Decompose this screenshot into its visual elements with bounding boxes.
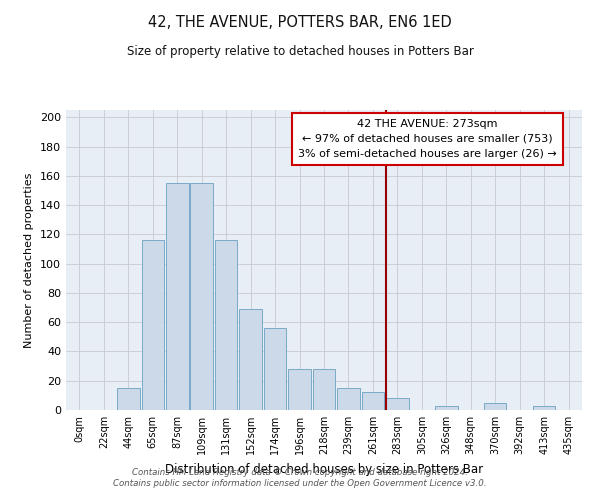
- Text: Contains HM Land Registry data © Crown copyright and database right 2024.
Contai: Contains HM Land Registry data © Crown c…: [113, 468, 487, 487]
- Text: 42, THE AVENUE, POTTERS BAR, EN6 1ED: 42, THE AVENUE, POTTERS BAR, EN6 1ED: [148, 15, 452, 30]
- Bar: [533, 406, 556, 410]
- Bar: [484, 402, 506, 410]
- Bar: [117, 388, 140, 410]
- Bar: [142, 240, 164, 410]
- Bar: [288, 369, 311, 410]
- Bar: [386, 398, 409, 410]
- Bar: [362, 392, 384, 410]
- Y-axis label: Number of detached properties: Number of detached properties: [25, 172, 34, 348]
- X-axis label: Distribution of detached houses by size in Potters Bar: Distribution of detached houses by size …: [165, 462, 483, 475]
- Text: Size of property relative to detached houses in Potters Bar: Size of property relative to detached ho…: [127, 45, 473, 58]
- Bar: [239, 309, 262, 410]
- Bar: [435, 406, 458, 410]
- Bar: [190, 183, 213, 410]
- Bar: [215, 240, 238, 410]
- Bar: [337, 388, 360, 410]
- Bar: [313, 369, 335, 410]
- Bar: [264, 328, 286, 410]
- Bar: [166, 183, 188, 410]
- Text: 42 THE AVENUE: 273sqm
← 97% of detached houses are smaller (753)
3% of semi-deta: 42 THE AVENUE: 273sqm ← 97% of detached …: [298, 119, 557, 158]
